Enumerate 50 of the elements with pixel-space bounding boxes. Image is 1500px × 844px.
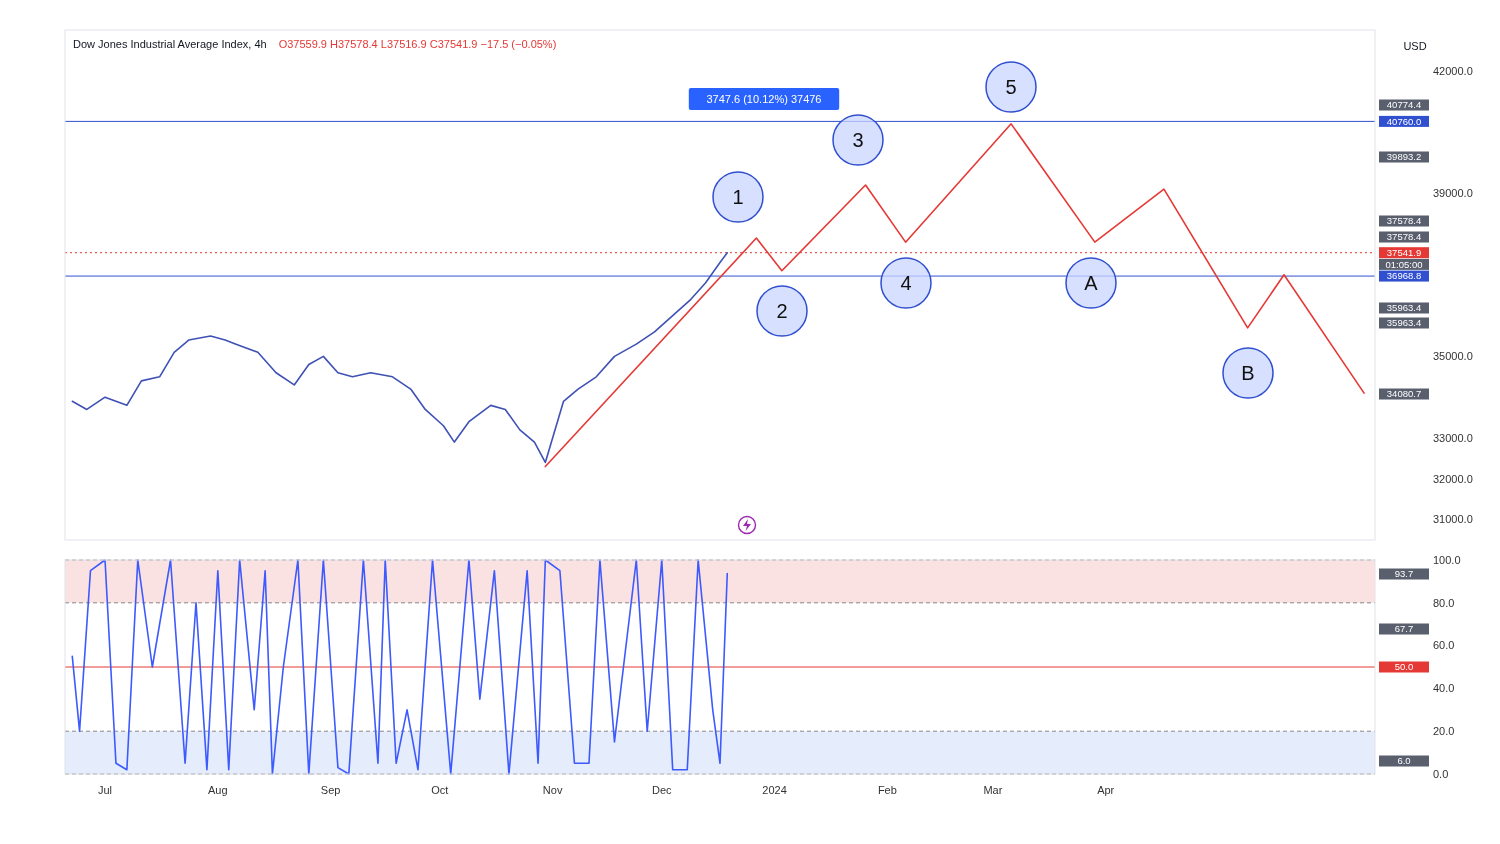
y-tick-label: 33000.0 (1433, 431, 1473, 444)
x-tick-label: Oct (431, 784, 449, 796)
annotation: 2 (776, 300, 788, 322)
text: Dow Jones Industrial Average Index, 4h (73, 38, 267, 50)
y-tick-label: 42000.0 (1433, 64, 1473, 77)
annotation: B (1241, 362, 1255, 384)
annotation: 3747.6 (10.12%) 37476 (706, 92, 822, 105)
text: 39893.2 (1386, 151, 1422, 163)
line-series (71, 559, 729, 775)
annotation: 5 (1005, 76, 1017, 98)
x-tick-label: Apr (1097, 784, 1115, 796)
text: 35963.4 (1386, 302, 1422, 314)
y-tick-label: 20.0 (1433, 725, 1455, 738)
text: 01:05:00 (1385, 258, 1423, 270)
y-axis-title: USD (1403, 40, 1427, 52)
x-tick-label: Mar (983, 784, 1003, 796)
y-tick-label: 60.0 (1433, 639, 1455, 652)
text: 93.7 (1394, 568, 1414, 580)
text: 40774.4 (1386, 99, 1422, 111)
x-tick-label: Jul (98, 784, 113, 796)
ref-line-label: 36968.8 (1386, 270, 1422, 282)
y-tick-label: 80.0 (1433, 596, 1455, 609)
annotation: 4 (900, 272, 912, 294)
y-tick-label: 100.0 (1433, 553, 1461, 566)
text: O37559.9 H37578.4 L37516.9 C37541.9 −17.5 (−0.05%) (278, 38, 557, 50)
x-tick-label: 2024 (762, 784, 787, 796)
text: 37578.4 (1386, 215, 1422, 227)
annotation: 1 (732, 186, 744, 208)
text: 35963.4 (1386, 317, 1422, 329)
y-tick-label: 39000.0 (1433, 187, 1473, 200)
y-tick-label: 31000.0 (1433, 513, 1473, 526)
x-tick-label: Nov (542, 784, 563, 796)
x-tick-label: Feb (877, 784, 897, 796)
x-tick-label: Dec (652, 784, 673, 796)
ref-line-label: 37541.9 (1386, 247, 1422, 259)
text: 6.0 (1397, 755, 1411, 767)
line-series (71, 251, 729, 464)
ref-line-label: 50.0 (1394, 661, 1414, 673)
text: 37578.4 (1386, 231, 1422, 243)
y-tick-label: 0.0 (1433, 767, 1449, 780)
x-tick-label: Sep (320, 784, 341, 796)
text: 34080.7 (1386, 388, 1422, 400)
annotation: A (1084, 272, 1099, 294)
y-tick-label: 32000.0 (1433, 472, 1473, 485)
ref-line-label: 40760.0 (1386, 115, 1422, 127)
annotation: 3 (852, 129, 864, 151)
text: 67.7 (1394, 623, 1414, 635)
y-tick-label: 35000.0 (1433, 350, 1473, 363)
x-tick-label: Aug (208, 784, 228, 796)
y-tick-label: 40.0 (1433, 682, 1455, 695)
